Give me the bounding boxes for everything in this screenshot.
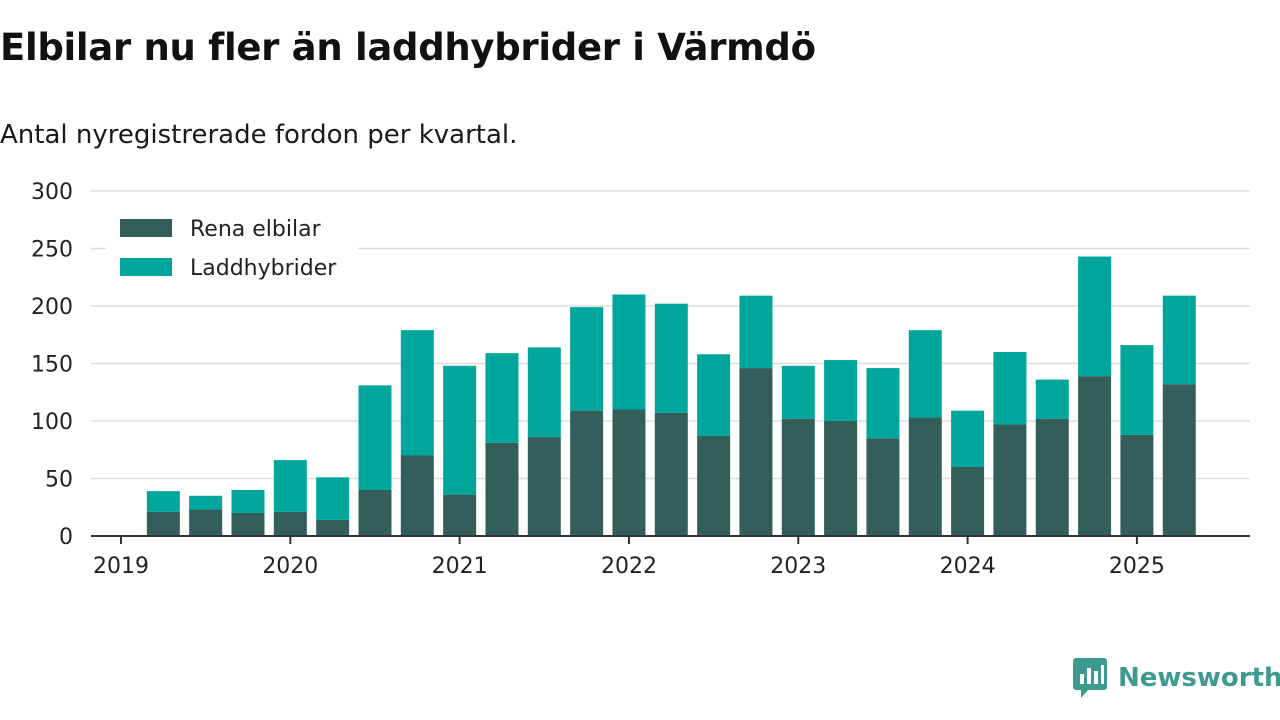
bar-laddhybrider-2024-Q1 — [951, 410, 985, 467]
chart-subtitle: Antal nyregistrerade fordon per kvartal. — [0, 120, 518, 150]
bar-rena-elbilar-2022-Q2 — [654, 412, 688, 536]
bar-laddhybrider-2021-Q2 — [485, 353, 519, 443]
y-tick-label-100: 100 — [31, 410, 73, 435]
x-tick-label-2020: 2020 — [262, 554, 318, 579]
bar-laddhybrider-2020-Q4 — [400, 330, 434, 456]
bar-rena-elbilar-2024-Q3 — [1035, 418, 1069, 536]
bar-laddhybrider-2023-Q2 — [824, 360, 858, 421]
x-tick-label-2019: 2019 — [93, 554, 149, 579]
bar-rena-elbilar-2021-Q2 — [485, 442, 519, 536]
bar-rena-elbilar-2022-Q1 — [612, 409, 646, 536]
bar-laddhybrider-2021-Q4 — [570, 307, 604, 411]
bars — [146, 256, 1196, 536]
x-tick-label-2021: 2021 — [432, 554, 488, 579]
bar-laddhybrider-2019-Q2 — [146, 491, 180, 512]
y-tick-label-50: 50 — [45, 468, 73, 493]
bar-rena-elbilar-2021-Q4 — [570, 410, 604, 536]
x-tick-label-2024: 2024 — [940, 554, 996, 579]
newsworthy-logo-icon — [1073, 658, 1107, 698]
bar-laddhybrider-2024-Q2 — [993, 352, 1027, 425]
bar-laddhybrider-2023-Q1 — [781, 365, 815, 419]
brand-name: Newsworthy — [1118, 663, 1280, 693]
bar-rena-elbilar-2021-Q3 — [527, 437, 561, 536]
bar-rena-elbilar-2025-Q1 — [1120, 434, 1154, 536]
legend-label-rena-elbilar: Rena elbilar — [190, 217, 322, 242]
bar-rena-elbilar-2022-Q3 — [697, 435, 731, 536]
bar-rena-elbilar-2023-Q1 — [781, 418, 815, 536]
bar-rena-elbilar-2019-Q3 — [189, 509, 223, 536]
y-axis-ticks: 0 50 100 150 200 250 300 — [31, 180, 73, 550]
bar-laddhybrider-2022-Q4 — [739, 295, 773, 369]
bar-rena-elbilar-2023-Q4 — [908, 417, 942, 536]
y-tick-label-250: 250 — [31, 238, 73, 263]
bar-rena-elbilar-2020-Q3 — [358, 490, 392, 536]
bar-rena-elbilar-2019-Q2 — [146, 511, 180, 536]
bar-laddhybrider-2020-Q3 — [358, 385, 392, 490]
bar-rena-elbilar-2020-Q1 — [273, 511, 307, 536]
bar-laddhybrider-2022-Q3 — [697, 354, 731, 436]
bar-laddhybrider-2019-Q3 — [189, 495, 223, 510]
bar-rena-elbilar-2023-Q3 — [866, 438, 900, 536]
bar-rena-elbilar-2020-Q2 — [316, 519, 350, 536]
bar-rena-elbilar-2023-Q2 — [824, 421, 858, 536]
bar-rena-elbilar-2020-Q4 — [400, 455, 434, 536]
legend-swatch-laddhybrider — [120, 258, 172, 276]
y-tick-label-300: 300 — [31, 180, 73, 205]
bar-laddhybrider-2024-Q4 — [1078, 256, 1112, 377]
chart-title: Elbilar nu fler än laddhybrider i Värmdö — [0, 26, 816, 69]
bar-rena-elbilar-2022-Q4 — [739, 368, 773, 536]
bar-laddhybrider-2024-Q3 — [1035, 379, 1069, 419]
x-tick-label-2025: 2025 — [1109, 554, 1165, 579]
bar-rena-elbilar-2019-Q4 — [231, 513, 265, 536]
x-tick-label-2023: 2023 — [770, 554, 826, 579]
bar-rena-elbilar-2024-Q1 — [951, 467, 985, 536]
bar-laddhybrider-2019-Q4 — [231, 490, 265, 513]
bar-rena-elbilar-2024-Q2 — [993, 424, 1027, 536]
bar-laddhybrider-2022-Q1 — [612, 294, 646, 410]
legend-swatch-rena-elbilar — [120, 219, 172, 237]
bar-laddhybrider-2023-Q4 — [908, 330, 942, 418]
bar-rena-elbilar-2024-Q4 — [1078, 376, 1112, 536]
bar-rena-elbilar-2021-Q1 — [443, 494, 477, 536]
bar-laddhybrider-2022-Q2 — [654, 303, 688, 413]
legend: Rena elbilar Laddhybrider — [106, 206, 358, 288]
brand-logo: Newsworthy — [1072, 656, 1280, 700]
legend-label-laddhybrider: Laddhybrider — [190, 256, 337, 281]
bar-laddhybrider-2020-Q1 — [273, 460, 307, 512]
bar-laddhybrider-2023-Q3 — [866, 368, 900, 439]
bar-laddhybrider-2020-Q2 — [316, 477, 350, 520]
bar-laddhybrider-2025-Q2 — [1162, 295, 1196, 385]
y-tick-label-200: 200 — [31, 295, 73, 320]
bar-laddhybrider-2021-Q1 — [443, 365, 477, 495]
y-tick-label-150: 150 — [31, 353, 73, 378]
x-axis-ticks: 2019 2020 2021 2022 2023 2024 2025 — [93, 536, 1165, 579]
y-tick-label-0: 0 — [59, 525, 73, 550]
x-tick-label-2022: 2022 — [601, 554, 657, 579]
bar-laddhybrider-2021-Q3 — [527, 347, 561, 438]
bar-laddhybrider-2025-Q1 — [1120, 345, 1154, 435]
bar-rena-elbilar-2025-Q2 — [1162, 384, 1196, 536]
